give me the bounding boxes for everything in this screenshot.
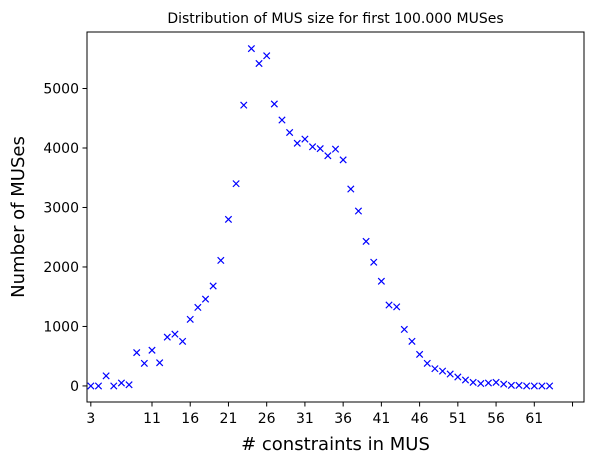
x-tick-label: 46	[411, 411, 429, 427]
data-point	[446, 370, 454, 378]
data-point	[186, 315, 194, 323]
data-point	[117, 379, 126, 387]
data-point	[347, 185, 355, 193]
data-point	[370, 258, 378, 266]
x-tick-label: 26	[258, 411, 276, 427]
data-point	[523, 382, 531, 390]
data-point	[94, 382, 103, 390]
data-point	[102, 372, 110, 380]
y-axis: 0 1000 2000 3000 4000 5000	[43, 82, 87, 395]
y-tick-label: 5000	[43, 82, 79, 98]
x-tick-label: 56	[487, 411, 505, 427]
data-point	[377, 277, 386, 285]
y-tick-label: 4000	[43, 141, 79, 157]
data-point	[178, 337, 187, 345]
data-point	[400, 325, 408, 334]
x-tick-label: 36	[334, 411, 352, 427]
data-point	[507, 381, 515, 389]
y-tick-label: 3000	[43, 200, 79, 216]
x-tick-label: 11	[143, 411, 161, 427]
data-point	[278, 116, 286, 124]
data-point	[484, 379, 493, 387]
data-point	[500, 380, 508, 388]
data-point	[477, 379, 485, 388]
x-tick-label: 51	[449, 411, 467, 427]
plot-area	[86, 31, 585, 403]
x-tick-label: 3	[86, 411, 95, 427]
data-point	[324, 152, 332, 160]
data-point	[545, 382, 554, 390]
x-tick-label: 16	[181, 411, 199, 427]
data-point	[232, 180, 240, 188]
data-point	[125, 381, 133, 389]
x-tick-label: 41	[372, 411, 390, 427]
data-point	[293, 139, 301, 147]
y-axis-label: Number of MUSes	[8, 136, 29, 298]
data-point	[163, 333, 171, 341]
data-point	[515, 381, 523, 389]
x-tick-label: 61	[525, 411, 543, 427]
data-point	[431, 365, 439, 373]
data-point	[454, 373, 462, 381]
plot-frame	[86, 31, 585, 403]
data-point	[308, 143, 317, 151]
data-points	[87, 45, 554, 390]
x-tick-label: 21	[220, 411, 238, 427]
data-point	[461, 376, 470, 384]
y-tick-label: 1000	[43, 319, 79, 335]
data-point	[415, 350, 424, 359]
data-point	[492, 378, 500, 386]
data-point	[385, 301, 393, 309]
data-point	[255, 59, 263, 68]
data-point	[240, 101, 248, 109]
data-point	[224, 215, 233, 224]
data-point	[339, 156, 347, 164]
x-axis: 3 11 16 21 26 31 36 41 46 51 56 61	[86, 402, 574, 427]
data-point	[423, 359, 431, 367]
data-point	[156, 359, 164, 367]
data-point	[201, 295, 210, 303]
data-point	[133, 349, 141, 357]
x-tick-label: 31	[296, 411, 314, 427]
x-axis-label: # constraints in MUS	[241, 434, 430, 455]
data-point	[331, 145, 340, 153]
data-point	[270, 100, 278, 108]
data-point	[362, 237, 370, 246]
data-point	[171, 330, 179, 338]
data-point	[87, 382, 95, 390]
data-point	[263, 52, 271, 60]
data-point	[469, 378, 477, 386]
data-point	[408, 337, 416, 345]
data-point	[393, 303, 401, 311]
y-tick-label: 2000	[43, 260, 79, 276]
data-point	[538, 382, 546, 390]
data-point	[140, 359, 148, 367]
chart-title: Distribution of MUS size for first 100.0…	[167, 11, 503, 27]
data-point	[148, 346, 156, 354]
data-point	[354, 207, 363, 215]
data-point	[438, 367, 447, 375]
data-point	[217, 256, 225, 265]
data-point	[247, 45, 256, 53]
y-tick-label: 0	[70, 379, 79, 395]
data-point	[110, 382, 118, 390]
data-point	[209, 282, 217, 290]
data-point	[285, 128, 294, 137]
data-point	[530, 382, 538, 390]
data-point	[316, 144, 324, 153]
data-point	[301, 135, 309, 143]
data-point	[194, 303, 202, 312]
